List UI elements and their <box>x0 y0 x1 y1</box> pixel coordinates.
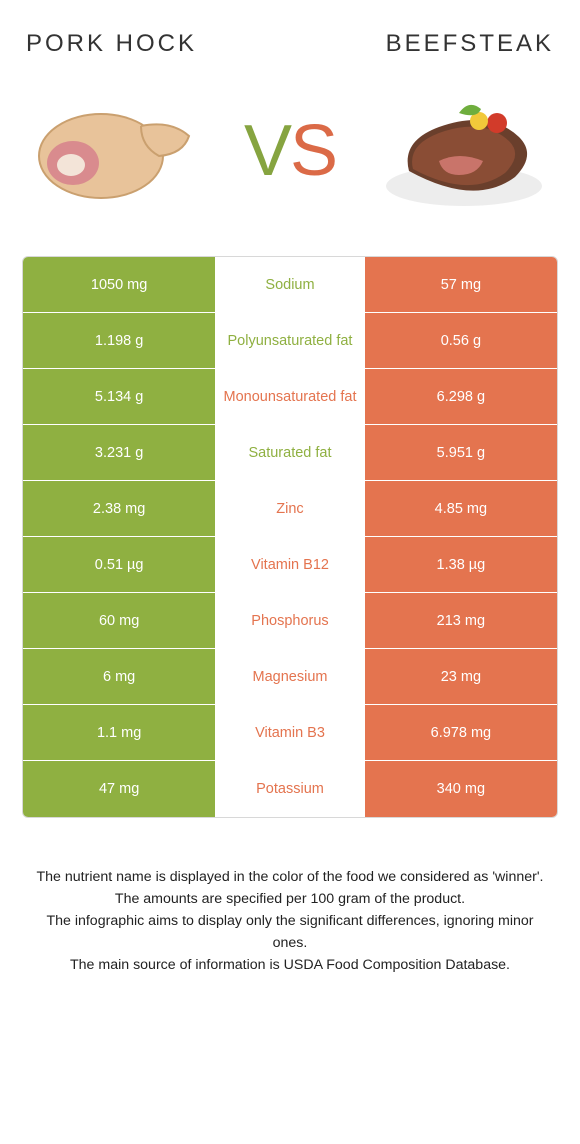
left-food-title: Pork hock <box>26 30 197 58</box>
left-value: 0.51 µg <box>23 537 215 592</box>
nutrient-row: 3.231 gSaturated fat5.951 g <box>23 425 557 481</box>
nutrient-row: 60 mgPhosphorus213 mg <box>23 593 557 649</box>
right-value: 6.298 g <box>365 369 557 424</box>
nutrient-name: Monounsaturated fat <box>215 369 365 424</box>
nutrient-row: 5.134 gMonounsaturated fat6.298 g <box>23 369 557 425</box>
nutrient-name: Phosphorus <box>215 593 365 648</box>
left-value: 60 mg <box>23 593 215 648</box>
nutrient-table: 1050 mgSodium57 mg1.198 gPolyunsaturated… <box>22 256 558 818</box>
right-value: 57 mg <box>365 257 557 312</box>
pork-hock-image <box>26 86 206 216</box>
left-value: 2.38 mg <box>23 481 215 536</box>
nutrient-row: 6 mgMagnesium23 mg <box>23 649 557 705</box>
left-value: 1050 mg <box>23 257 215 312</box>
beefsteak-image <box>374 86 554 216</box>
right-value: 0.56 g <box>365 313 557 368</box>
left-value: 47 mg <box>23 761 215 817</box>
right-food-title: Beefsteak <box>386 30 554 58</box>
footer-line-3: The infographic aims to display only the… <box>28 910 552 954</box>
nutrient-row: 2.38 mgZinc4.85 mg <box>23 481 557 537</box>
nutrient-name: Vitamin B12 <box>215 537 365 592</box>
hero-row: VS <box>18 76 562 256</box>
nutrient-name: Saturated fat <box>215 425 365 480</box>
right-value: 1.38 µg <box>365 537 557 592</box>
right-value: 5.951 g <box>365 425 557 480</box>
right-value: 213 mg <box>365 593 557 648</box>
nutrient-name: Potassium <box>215 761 365 817</box>
footer-line-2: The amounts are specified per 100 gram o… <box>28 888 552 910</box>
vs-v: V <box>244 111 290 191</box>
left-value: 3.231 g <box>23 425 215 480</box>
footer-notes: The nutrient name is displayed in the co… <box>18 866 562 976</box>
footer-line-4: The main source of information is USDA F… <box>28 954 552 976</box>
nutrient-name: Sodium <box>215 257 365 312</box>
right-value: 23 mg <box>365 649 557 704</box>
nutrient-row: 1050 mgSodium57 mg <box>23 257 557 313</box>
nutrient-row: 47 mgPotassium340 mg <box>23 761 557 817</box>
beefsteak-icon <box>379 91 549 211</box>
right-value: 6.978 mg <box>365 705 557 760</box>
left-value: 1.1 mg <box>23 705 215 760</box>
footer-line-1: The nutrient name is displayed in the co… <box>28 866 552 888</box>
nutrient-row: 1.1 mgVitamin B36.978 mg <box>23 705 557 761</box>
left-value: 5.134 g <box>23 369 215 424</box>
vs-label: VS <box>244 110 336 192</box>
vs-s: S <box>290 111 336 191</box>
nutrient-name: Magnesium <box>215 649 365 704</box>
nutrient-row: 1.198 gPolyunsaturated fat0.56 g <box>23 313 557 369</box>
titles-row: Pork hock Beefsteak <box>18 30 562 58</box>
left-value: 6 mg <box>23 649 215 704</box>
right-value: 340 mg <box>365 761 557 817</box>
nutrient-name: Vitamin B3 <box>215 705 365 760</box>
right-value: 4.85 mg <box>365 481 557 536</box>
pork-hock-icon <box>31 91 201 211</box>
nutrient-name: Polyunsaturated fat <box>215 313 365 368</box>
left-value: 1.198 g <box>23 313 215 368</box>
nutrient-row: 0.51 µgVitamin B121.38 µg <box>23 537 557 593</box>
nutrient-name: Zinc <box>215 481 365 536</box>
